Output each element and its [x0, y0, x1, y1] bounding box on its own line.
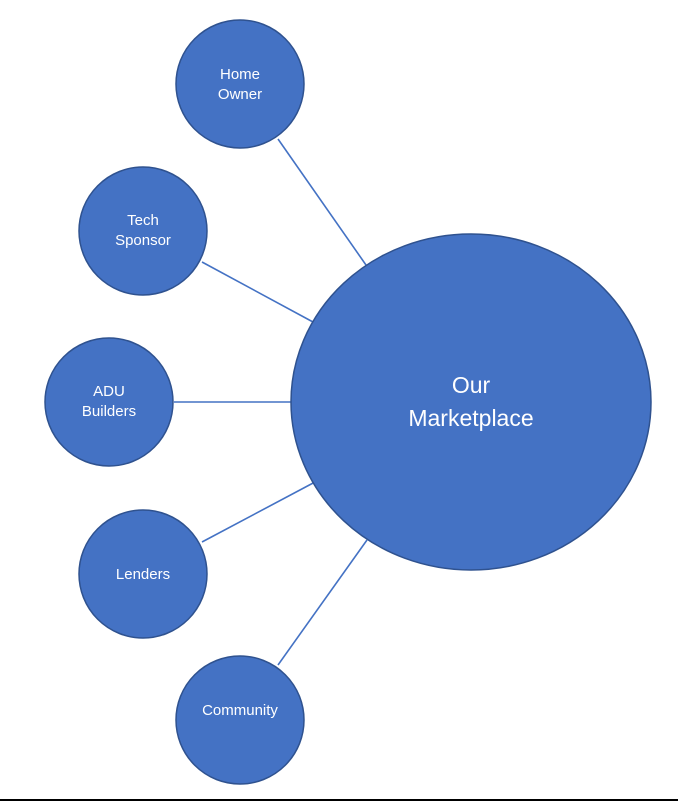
node-lenders-line-1: Lenders [116, 566, 170, 583]
center-node-our-marketplace: Our Marketplace [290, 233, 652, 571]
node-home-owner-line-2: Owner [218, 86, 262, 103]
node-lenders: Lenders [78, 509, 208, 639]
connector-tech-sponsor [201, 261, 314, 323]
node-home-owner-line-1: Home [220, 66, 260, 83]
node-adu-builders-line-1: ADU [93, 383, 125, 400]
node-tech-sponsor: Tech Sponsor [78, 166, 208, 296]
node-adu-builders: ADU Builders [44, 337, 174, 467]
center-label-line-1: Our [452, 372, 491, 398]
connector-community [277, 539, 368, 666]
connector-lenders [201, 481, 316, 543]
node-tech-sponsor-line-2: Sponsor [115, 232, 171, 249]
node-community: Community [175, 655, 305, 785]
node-adu-builders-line-2: Builders [82, 403, 136, 420]
node-tech-sponsor-line-1: Tech [127, 212, 159, 229]
center-label-line-2: Marketplace [408, 405, 533, 431]
node-home-owner: Home Owner [175, 19, 305, 149]
node-community-line-1: Community [202, 702, 278, 719]
connector-home-owner [277, 138, 367, 266]
bottom-border [0, 799, 678, 801]
